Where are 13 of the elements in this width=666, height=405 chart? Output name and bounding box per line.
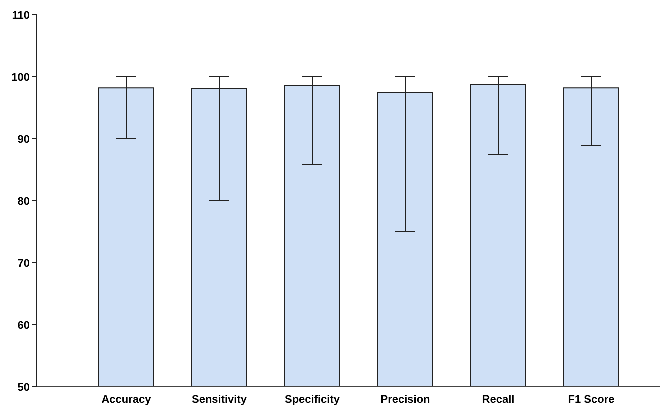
y-tick-label: 50 [18,382,30,394]
x-tick-label: Precision [380,394,431,405]
y-tick-label: 60 [18,320,30,332]
x-tick-label: Accuracy [102,394,152,405]
x-tick-label: Specificity [284,394,341,405]
y-tick-label: 90 [18,134,30,146]
x-tick-label: Sensitivity [192,394,248,405]
y-tick-label: 70 [18,258,30,270]
x-tick-label: Recall [482,394,515,405]
y-tick-label: 100 [12,72,30,84]
y-tick-label: 110 [12,10,30,22]
y-tick-label: 80 [18,196,30,208]
x-tick-label: F1 Score [568,394,615,405]
